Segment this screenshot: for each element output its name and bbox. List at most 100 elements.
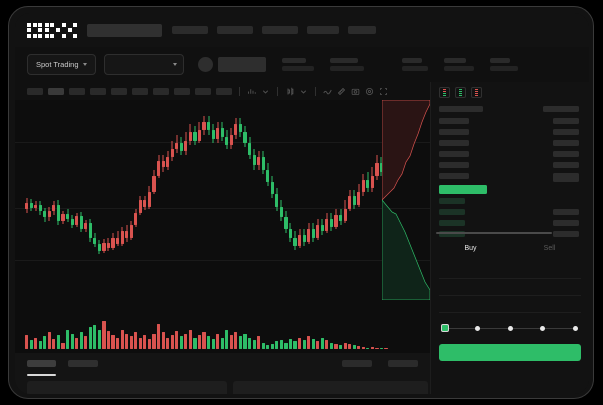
tab-sell[interactable]: Sell bbox=[510, 240, 589, 258]
orderbook-scrollbar[interactable] bbox=[436, 232, 552, 234]
volume-bar bbox=[75, 337, 79, 349]
ob-mode-bids[interactable] bbox=[455, 87, 466, 98]
trendline-icon[interactable] bbox=[323, 87, 332, 96]
slider-step-100[interactable] bbox=[572, 325, 578, 331]
volume-bar bbox=[179, 336, 183, 349]
volume-bar bbox=[334, 343, 338, 349]
volume-bar bbox=[202, 332, 206, 349]
volume-bar bbox=[138, 337, 142, 349]
order-form-field-3[interactable] bbox=[439, 296, 581, 313]
volume-bar bbox=[307, 336, 311, 349]
nav-item-1[interactable] bbox=[172, 26, 208, 34]
ob-mode-asks[interactable] bbox=[471, 87, 482, 98]
coin-avatar-icon bbox=[197, 57, 213, 72]
stat-high-label bbox=[401, 58, 422, 63]
tab-buy[interactable]: Buy bbox=[431, 240, 510, 258]
volume-bar bbox=[257, 336, 261, 349]
timeframe-button-1[interactable] bbox=[27, 87, 43, 95]
candle bbox=[156, 100, 161, 298]
candle-body bbox=[184, 140, 188, 151]
candle bbox=[179, 100, 183, 298]
volume-bar bbox=[184, 333, 188, 349]
candle bbox=[61, 100, 65, 298]
candle-body bbox=[152, 175, 156, 193]
candle-body bbox=[302, 235, 306, 242]
timeframe-button-2[interactable] bbox=[48, 87, 64, 95]
search-input[interactable] bbox=[87, 23, 162, 37]
bottom-panel-right[interactable] bbox=[233, 381, 428, 394]
okx-logo-icon[interactable] bbox=[27, 22, 77, 38]
candle bbox=[43, 100, 47, 298]
volume-bar bbox=[220, 337, 224, 349]
candle-body bbox=[134, 212, 138, 226]
nav-item-2[interactable] bbox=[217, 26, 253, 34]
candle-body bbox=[207, 122, 211, 131]
slider-step-75[interactable] bbox=[540, 325, 545, 331]
chevron-down-icon[interactable] bbox=[261, 87, 270, 96]
tab-open-orders[interactable] bbox=[27, 360, 56, 367]
settings-icon[interactable] bbox=[365, 87, 374, 96]
volume-bar bbox=[288, 338, 293, 349]
ruler-icon[interactable] bbox=[337, 87, 346, 96]
volume-bar bbox=[348, 343, 352, 349]
pair-select-dropdown[interactable] bbox=[103, 54, 184, 75]
price-chart[interactable] bbox=[15, 100, 430, 353]
percent-slider[interactable] bbox=[441, 323, 579, 333]
bottom-action-1[interactable] bbox=[342, 360, 372, 367]
chevron-down-icon[interactable] bbox=[299, 87, 308, 96]
nav-item-4[interactable] bbox=[307, 26, 339, 34]
fullscreen-icon[interactable] bbox=[379, 87, 388, 96]
candle bbox=[216, 100, 220, 298]
candle bbox=[175, 100, 179, 298]
volume-bar bbox=[25, 335, 29, 349]
timeframe-button-9[interactable] bbox=[195, 87, 211, 95]
candle bbox=[325, 100, 329, 298]
orderbook-spread-row[interactable] bbox=[439, 185, 487, 194]
chevron-down-icon bbox=[172, 63, 177, 66]
order-form-field-1[interactable] bbox=[439, 262, 581, 279]
timeframe-button-7[interactable] bbox=[153, 87, 169, 95]
orderbook-bid-amount bbox=[553, 231, 579, 237]
candle bbox=[266, 100, 270, 298]
timeframe-button-4[interactable] bbox=[90, 87, 106, 95]
spot-trading-dropdown[interactable]: Spot Trading bbox=[27, 54, 96, 75]
slider-handle[interactable] bbox=[441, 324, 449, 332]
candle-body bbox=[143, 200, 147, 207]
volume-bar bbox=[161, 332, 165, 349]
timeframe-button-3[interactable] bbox=[69, 87, 85, 95]
nav-item-3[interactable] bbox=[262, 26, 298, 34]
ob-mode-both[interactable] bbox=[439, 87, 450, 98]
candle bbox=[343, 100, 347, 298]
candle-body bbox=[120, 231, 124, 244]
volume-bar bbox=[193, 337, 197, 349]
orderbook-ask-price bbox=[439, 140, 469, 146]
candle-body bbox=[25, 202, 29, 209]
depth-chart bbox=[381, 100, 430, 301]
volume-bar bbox=[52, 338, 56, 349]
orderbook[interactable] bbox=[431, 104, 589, 237]
chart-type-icon[interactable] bbox=[285, 87, 294, 96]
timeframe-button-6[interactable] bbox=[132, 87, 148, 95]
volume-bar bbox=[61, 342, 65, 349]
orderbook-mode-bar bbox=[443, 90, 446, 93]
tab-order-history[interactable] bbox=[68, 360, 98, 367]
order-form-field-2[interactable] bbox=[439, 279, 581, 296]
top-navigation-bar bbox=[15, 13, 589, 47]
indicators-icon[interactable] bbox=[247, 87, 256, 96]
timeframe-button-8[interactable] bbox=[174, 87, 190, 95]
candle bbox=[197, 100, 202, 298]
candle bbox=[65, 100, 70, 298]
slider-step-50[interactable] bbox=[507, 325, 513, 331]
camera-icon[interactable] bbox=[351, 87, 360, 96]
bottom-action-2[interactable] bbox=[388, 360, 418, 367]
timeframe-button-10[interactable] bbox=[216, 87, 232, 95]
bottom-panel-left[interactable] bbox=[27, 381, 227, 394]
buy-submit-button[interactable] bbox=[439, 344, 581, 361]
timeframe-button-5[interactable] bbox=[111, 87, 127, 95]
candle bbox=[116, 100, 120, 298]
nav-item-5[interactable] bbox=[348, 26, 376, 34]
orderbook-ask-price bbox=[439, 129, 469, 135]
candle-body bbox=[29, 202, 33, 208]
candle-body bbox=[116, 237, 120, 244]
slider-step-25[interactable] bbox=[475, 325, 480, 331]
